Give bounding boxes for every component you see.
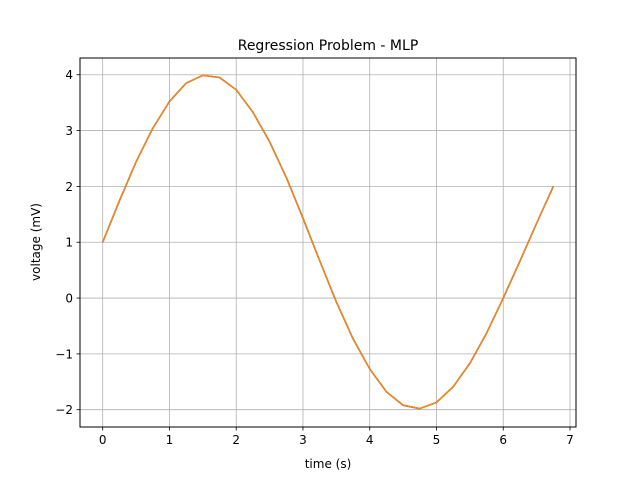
x-axis-label: time (s)	[305, 457, 352, 471]
y-tick-label: 2	[65, 180, 73, 194]
series-lines	[102, 74, 554, 410]
axis-ticks: 0 1 2 3 4 5 6 7 −2 −1 0 1 2 3 4	[55, 68, 574, 447]
x-tick-label: 4	[366, 433, 374, 447]
grid-lines	[80, 58, 576, 427]
y-tick-label: 3	[65, 124, 73, 138]
x-tick-label: 2	[232, 433, 240, 447]
series-line-2	[102, 74, 554, 410]
x-tick-label: 5	[433, 433, 441, 447]
y-tick-label: 4	[65, 68, 73, 82]
x-tick-label: 6	[499, 433, 507, 447]
x-tick-label: 3	[299, 433, 307, 447]
y-tick-label: −1	[55, 347, 73, 361]
y-tick-label: 1	[65, 236, 73, 250]
x-tick-label: 1	[166, 433, 174, 447]
y-tick-label: −2	[55, 403, 73, 417]
y-axis-label: voltage (mV)	[29, 203, 43, 281]
x-tick-label: 7	[566, 433, 574, 447]
y-tick-label: 0	[65, 292, 73, 306]
x-tick-label: 0	[99, 433, 107, 447]
chart-title: Regression Problem - MLP	[238, 38, 419, 54]
